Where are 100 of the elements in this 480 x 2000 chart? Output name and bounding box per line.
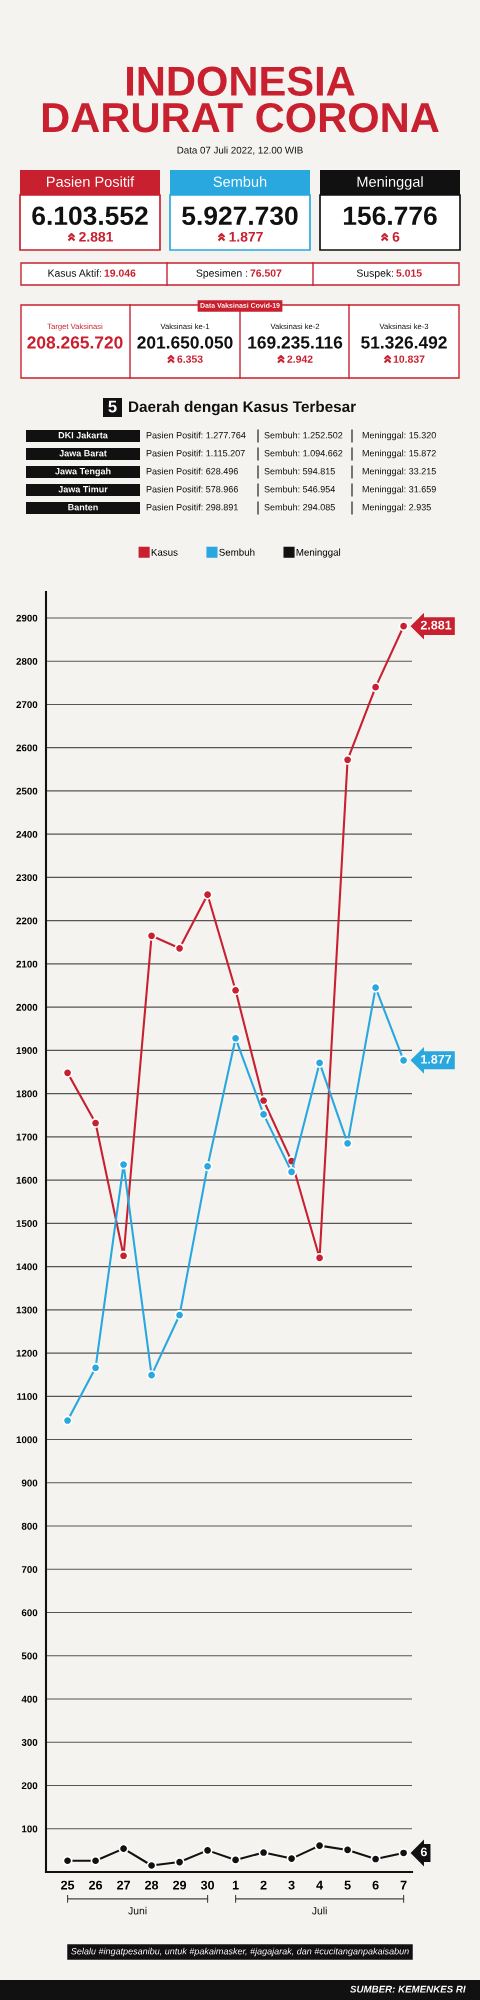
y-tick-label: 2700 — [16, 701, 38, 709]
text: 76.507 — [250, 269, 282, 277]
text: Juni — [128, 1906, 147, 1915]
y-tick-label: 200 — [21, 1782, 38, 1790]
text: Meninggal: 33.215 — [362, 467, 436, 477]
point — [342, 754, 353, 765]
point — [230, 1033, 241, 1044]
text: Pasien Positif: 578.966 — [146, 485, 238, 493]
point — [62, 1855, 73, 1866]
point — [342, 1844, 353, 1855]
text: INDONESIA DARURAT CORONA — [42, 66, 439, 133]
legend-label: Kasus — [151, 548, 178, 556]
text: Sembuh: 294.085 — [264, 503, 335, 511]
text: Sembuh: 1.094.662 — [264, 449, 343, 457]
text: Pasien Positif — [47, 176, 135, 187]
y-tick-label: 1800 — [16, 1090, 38, 1098]
y-tick-label: 1200 — [16, 1349, 38, 1357]
text: 19.046 — [104, 269, 136, 277]
text: 5.015 — [396, 269, 422, 277]
point — [174, 943, 185, 954]
text: Meninggal: 2.935 — [362, 503, 431, 513]
text: 5.927.730 — [182, 206, 298, 226]
point — [118, 1159, 129, 1170]
text: 169.235.116 — [248, 336, 343, 349]
text: 208.265.720 — [27, 336, 123, 349]
point — [202, 1161, 213, 1172]
point — [398, 1055, 409, 1066]
x-tick-label: 5 — [344, 1880, 351, 1890]
x-tick-label: 6 — [372, 1880, 379, 1890]
text: 2.881 — [79, 231, 113, 242]
text: 5 — [108, 400, 117, 413]
text: Juli — [311, 1906, 327, 1915]
y-tick-label: 2900 — [16, 614, 38, 622]
text: Jawa Barat — [59, 450, 107, 457]
x-tick-label: 30 — [200, 1880, 215, 1890]
point — [286, 1853, 297, 1864]
point — [90, 1855, 101, 1866]
text: 51.326.492 — [361, 336, 447, 349]
annotation: 1.877 — [421, 1054, 452, 1064]
point — [174, 1310, 185, 1321]
x-tick-label: 27 — [117, 1880, 130, 1890]
text: Sembuh — [213, 176, 267, 187]
text: Meninggal: 15.320 — [362, 431, 436, 441]
y-tick-label: 1100 — [17, 1393, 38, 1400]
text: Sembuh: 594.815 — [264, 467, 335, 475]
text: 156.776 — [343, 206, 437, 226]
y-tick-label: 1900 — [16, 1047, 38, 1054]
y-tick-label: 400 — [21, 1695, 38, 1703]
text: Pasien Positif: 298.891 — [146, 503, 238, 511]
point — [370, 982, 381, 993]
text: 10.837 — [393, 355, 425, 363]
point — [146, 930, 157, 941]
y-tick-label: 1500 — [16, 1220, 38, 1227]
y-tick-label: 2800 — [16, 657, 38, 665]
point — [90, 1362, 101, 1373]
y-tick-label: 1400 — [16, 1263, 38, 1271]
text: Pasien Positif: 1.115.207 — [146, 449, 245, 457]
point — [230, 1854, 241, 1865]
text: DKI Jakarta — [58, 431, 108, 439]
text: Spesimen : — [196, 269, 248, 279]
point — [258, 1109, 269, 1120]
point — [146, 1370, 157, 1381]
text: 6.353 — [177, 355, 203, 363]
point — [314, 1252, 325, 1263]
point — [146, 1860, 157, 1871]
point — [286, 1166, 297, 1177]
x-tick-label: 25 — [61, 1880, 75, 1890]
text: Meninggal: 15.872 — [362, 449, 436, 459]
x-tick-label: 1 — [232, 1880, 239, 1890]
point — [314, 1057, 325, 1068]
y-tick-label: 2400 — [16, 830, 38, 838]
point — [342, 1138, 353, 1149]
point — [370, 1854, 381, 1865]
y-tick-label: 1000 — [16, 1436, 38, 1444]
text: Suspek: — [356, 269, 394, 279]
text: Meninggal: 31.659 — [362, 485, 436, 495]
text: Jawa Tengah — [55, 467, 111, 477]
text: Selalu #ingatpesanibu, untuk #pakaimasker, #jagajarak, dan #cucitanganpakaisabun — [71, 1947, 409, 1957]
y-tick-label: 1300 — [16, 1306, 38, 1314]
text: Sembuh: 1.252.502 — [264, 431, 343, 439]
y-tick-label: 300 — [21, 1739, 38, 1746]
point — [202, 1845, 213, 1856]
x-tick-label: 4 — [316, 1880, 323, 1890]
point — [62, 1067, 73, 1078]
y-tick-label: 800 — [21, 1522, 38, 1530]
point — [118, 1843, 129, 1854]
x-tick-label: 7 — [400, 1880, 407, 1890]
point — [230, 985, 241, 996]
y-tick-label: 1700 — [16, 1133, 38, 1141]
point — [118, 1250, 129, 1261]
y-tick-label: 2300 — [16, 874, 38, 882]
y-tick-label: 2500 — [16, 787, 38, 795]
point — [398, 621, 409, 632]
point — [258, 1847, 269, 1858]
y-tick-label: 2200 — [16, 917, 38, 925]
annotation: 2.881 — [420, 620, 452, 630]
annotation: 6 — [420, 1847, 427, 1857]
text: Data 07 Juli 2022, 12.00 WIB — [177, 146, 303, 155]
y-tick-label: 1600 — [16, 1176, 38, 1184]
text: Kasus Aktif: — [48, 269, 102, 277]
